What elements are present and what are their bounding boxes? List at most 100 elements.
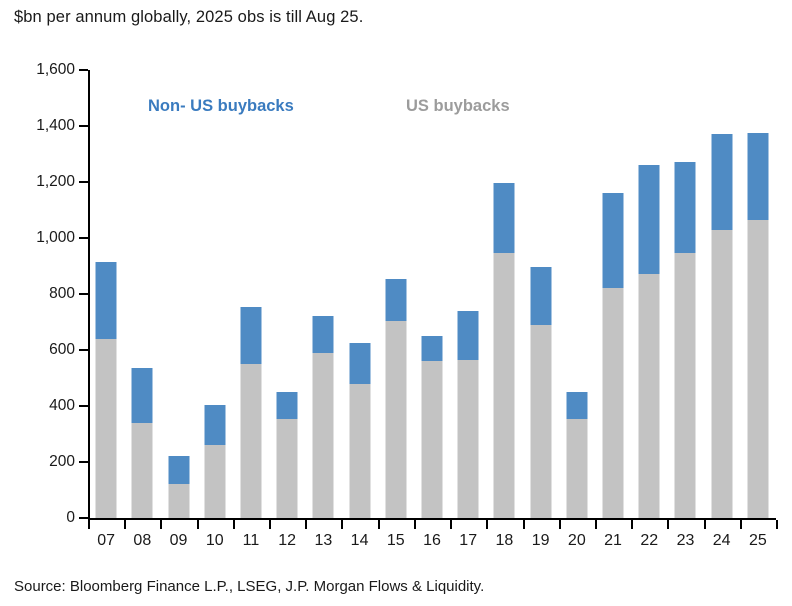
bar-column xyxy=(349,343,371,518)
bar-segment-non-us-buybacks xyxy=(168,456,190,485)
bar-segment-non-us-buybacks xyxy=(711,134,733,230)
bar-column xyxy=(602,193,624,518)
y-axis-tick-label: 1,400 xyxy=(36,117,75,134)
bar-segment-non-us-buybacks xyxy=(421,336,443,362)
bar-segment-us-buybacks xyxy=(747,219,769,518)
y-axis-line xyxy=(88,70,90,520)
x-axis-tick xyxy=(305,520,308,529)
bar-column xyxy=(457,310,479,518)
bar-segment-us-buybacks xyxy=(421,361,443,518)
bar-segment-us-buybacks xyxy=(566,418,588,518)
x-axis-tick xyxy=(739,520,742,529)
y-axis-tick-label: 400 xyxy=(49,397,75,414)
bar-segment-us-buybacks xyxy=(602,288,624,518)
x-axis-tick xyxy=(269,520,272,529)
bar-segment-non-us-buybacks xyxy=(204,404,226,446)
bar-segment-non-us-buybacks xyxy=(240,306,262,364)
bar-segment-non-us-buybacks xyxy=(385,278,407,321)
bar-segment-non-us-buybacks xyxy=(602,193,624,289)
x-axis-tick xyxy=(594,520,597,529)
y-axis-tick-label: 800 xyxy=(49,285,75,302)
chart-source-note: Source: Bloomberg Finance L.P., LSEG, J.… xyxy=(14,578,485,595)
bar-segment-non-us-buybacks xyxy=(493,183,515,254)
bar-segment-us-buybacks xyxy=(457,359,479,518)
y-axis-tick-label: 1,000 xyxy=(36,229,75,246)
bar-column xyxy=(747,133,769,518)
x-axis-tick-label: 12 xyxy=(278,532,297,549)
bar-segment-us-buybacks xyxy=(95,338,117,518)
bar-segment-non-us-buybacks xyxy=(530,267,552,325)
x-axis-tick-label: 17 xyxy=(459,532,478,549)
x-axis-tick xyxy=(377,520,380,529)
bar-column xyxy=(312,316,334,518)
bar-segment-non-us-buybacks xyxy=(276,392,298,419)
x-axis-tick xyxy=(667,520,670,529)
bar-column xyxy=(385,278,407,518)
bar-column xyxy=(421,336,443,518)
x-axis-tick xyxy=(413,520,416,529)
x-axis-tick-label: 25 xyxy=(748,532,767,549)
x-axis-tick-label: 08 xyxy=(133,532,152,549)
bar-segment-us-buybacks xyxy=(312,352,334,518)
x-axis-line xyxy=(88,518,776,520)
bar-segment-us-buybacks xyxy=(240,363,262,518)
bar-segment-us-buybacks xyxy=(674,253,696,518)
bar-column xyxy=(493,183,515,518)
y-axis-tick xyxy=(79,293,88,295)
x-axis-tick-label: 10 xyxy=(205,532,224,549)
x-axis-tick xyxy=(341,520,344,529)
bar-segment-non-us-buybacks xyxy=(638,165,660,275)
bar-column xyxy=(168,456,190,518)
x-axis-tick-label: 18 xyxy=(495,532,514,549)
x-axis-tick-label: 19 xyxy=(531,532,550,549)
x-axis-tick xyxy=(124,520,127,529)
chart-title: $bn per annum globally, 2025 obs is till… xyxy=(14,8,364,26)
x-axis-tick-label: 22 xyxy=(640,532,659,549)
x-axis-tick xyxy=(776,520,778,529)
y-axis-tick-label: 600 xyxy=(49,341,75,358)
bar-column xyxy=(95,261,117,518)
y-axis-tick-label: 1,600 xyxy=(36,61,75,78)
bar-segment-non-us-buybacks xyxy=(674,162,696,254)
bar-segment-us-buybacks xyxy=(168,484,190,518)
x-axis-tick xyxy=(558,520,561,529)
y-axis-tick xyxy=(79,237,88,239)
x-axis-tick-label: 16 xyxy=(423,532,441,549)
bar-column xyxy=(204,404,226,518)
y-axis-tick xyxy=(79,125,88,127)
bar-segment-us-buybacks xyxy=(349,383,371,518)
x-axis-tick-label: 14 xyxy=(350,532,369,549)
y-axis-tick xyxy=(79,349,88,351)
legend-item-us-buybacks: US buybacks xyxy=(406,97,510,115)
y-axis-tick-label: 200 xyxy=(49,453,75,470)
x-axis-tick-label: 11 xyxy=(242,532,260,549)
bar-segment-us-buybacks xyxy=(276,418,298,518)
x-axis-tick xyxy=(486,520,489,529)
bar-column xyxy=(711,134,733,518)
bar-segment-non-us-buybacks xyxy=(349,343,371,384)
bar-segment-us-buybacks xyxy=(493,253,515,518)
bar-column xyxy=(566,392,588,518)
y-axis-tick xyxy=(79,69,88,71)
x-axis-tick-label: 07 xyxy=(97,532,115,549)
x-axis-tick-label: 21 xyxy=(604,532,622,549)
x-axis-tick xyxy=(88,520,90,529)
x-axis-tick-label: 23 xyxy=(676,532,695,549)
bar-segment-us-buybacks xyxy=(204,445,226,518)
x-axis-tick-label: 15 xyxy=(386,532,405,549)
bar-segment-non-us-buybacks xyxy=(457,310,479,360)
bar-segment-us-buybacks xyxy=(638,274,660,518)
bar-segment-us-buybacks xyxy=(131,422,153,518)
bar-segment-non-us-buybacks xyxy=(747,133,769,220)
x-axis-tick-label: 13 xyxy=(314,532,333,549)
bar-segment-non-us-buybacks xyxy=(312,316,334,353)
y-axis-tick-label: 1,200 xyxy=(36,173,75,190)
x-axis-tick-label: 20 xyxy=(567,532,586,549)
x-axis-tick xyxy=(450,520,453,529)
x-axis-tick xyxy=(703,520,706,529)
bar-column xyxy=(530,267,552,518)
bar-segment-non-us-buybacks xyxy=(131,368,153,423)
x-axis-tick xyxy=(160,520,163,529)
